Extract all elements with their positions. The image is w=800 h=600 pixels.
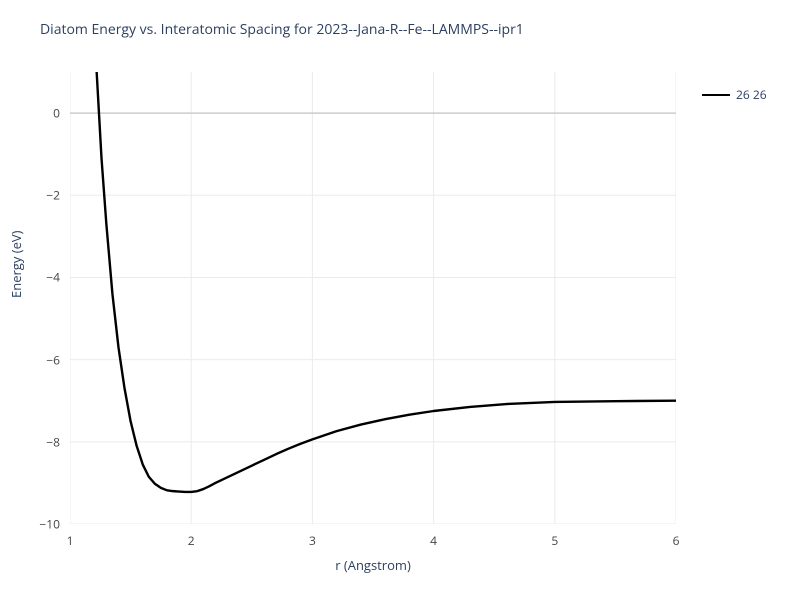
legend-label: 26 26 (736, 86, 767, 103)
x-tick-label: 3 (309, 532, 316, 549)
chart-title: Diatom Energy vs. Interatomic Spacing fo… (40, 20, 524, 39)
legend-swatch (702, 94, 730, 96)
x-tick-label: 6 (673, 532, 680, 549)
x-tick-label: 1 (67, 532, 74, 549)
y-tick-label: −2 (46, 187, 60, 204)
x-axis-label: r (Angstrom) (335, 556, 411, 574)
x-tick-label: 2 (188, 532, 195, 549)
x-tick-label: 4 (430, 532, 437, 549)
y-tick-label: −6 (46, 351, 60, 368)
y-axis-label: Energy (eV) (7, 231, 25, 298)
plot-area (70, 72, 676, 524)
y-tick-label: −4 (46, 269, 60, 286)
y-tick-label: −10 (39, 516, 60, 533)
x-tick-label: 5 (551, 532, 558, 549)
legend: 26 26 (702, 86, 767, 103)
y-tick-label: −8 (46, 433, 60, 450)
y-tick-label: 0 (53, 105, 60, 122)
